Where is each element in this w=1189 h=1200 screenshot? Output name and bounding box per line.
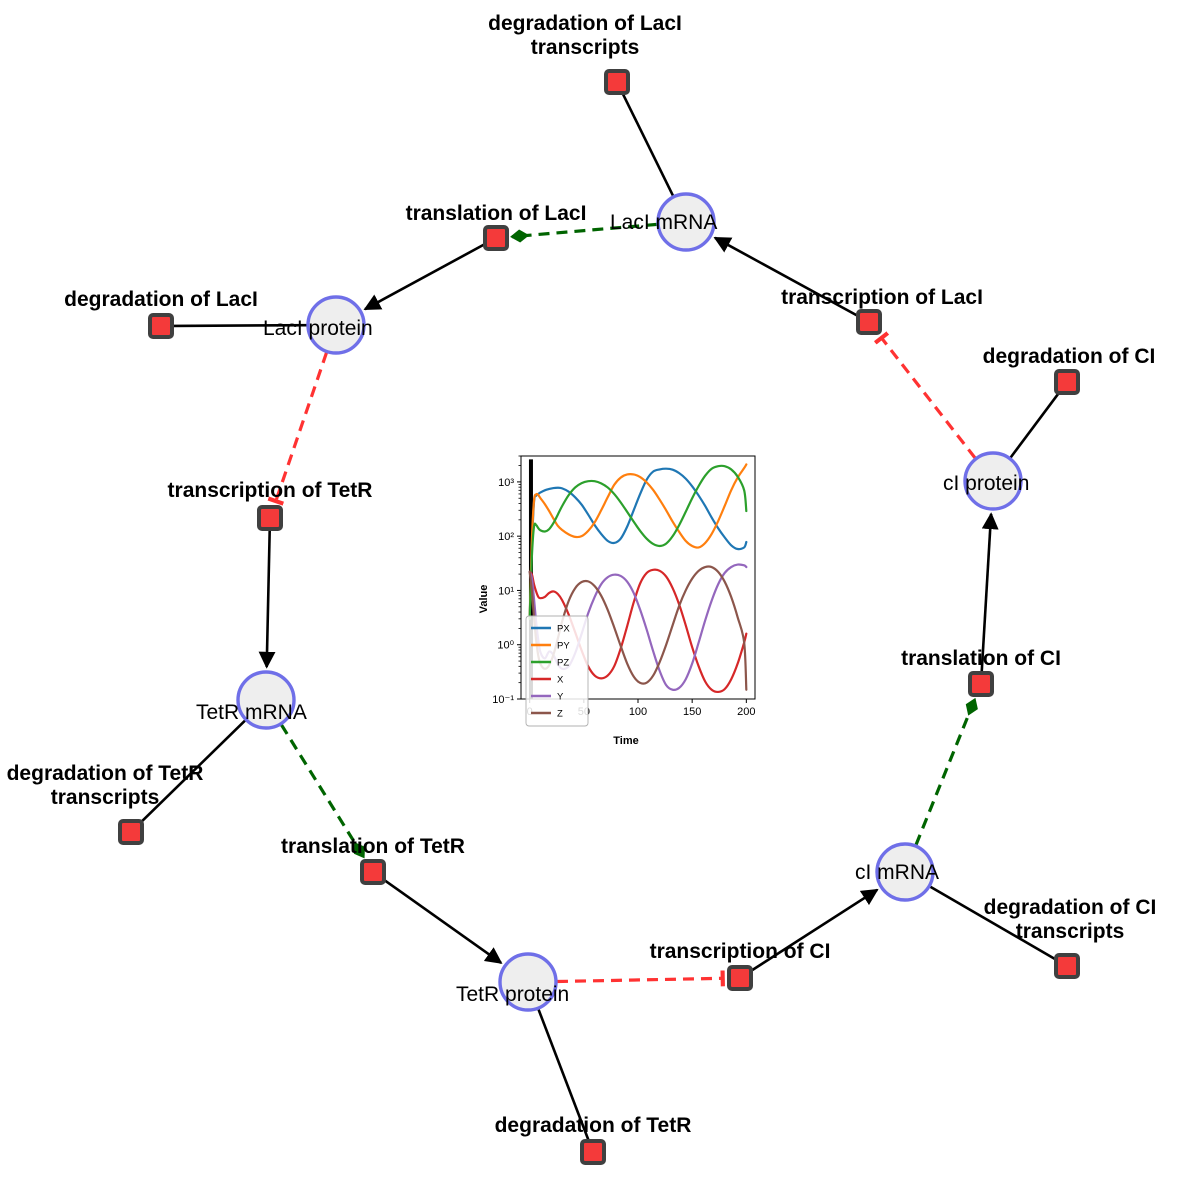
chart-line-PX xyxy=(528,467,748,620)
edge-translation_of_laci-to-laci_protein xyxy=(363,243,485,311)
chart-legend-label-PY: PY xyxy=(557,641,570,652)
species-node-laci_protein[interactable] xyxy=(306,295,366,355)
edge-ci_mrna-to-deg_ci_transcripts xyxy=(929,885,1057,961)
edge-translation_of_tetr-to-tetr_protein xyxy=(384,879,503,964)
chart-yticklabel: 10⁰ xyxy=(497,640,514,652)
chart-xlabel: Time xyxy=(613,735,638,747)
chart-legend-label-PZ: PZ xyxy=(557,658,569,669)
edge-deg_laci-to-laci_protein xyxy=(172,323,309,328)
chart-legend-label-Z: Z xyxy=(557,709,563,720)
node-layer xyxy=(118,69,1080,1165)
reaction-node-translation_of_tetr[interactable] xyxy=(360,859,386,885)
edge-ci_mrna-to-translation_of_ci xyxy=(914,697,978,846)
edge-tetr_protein-to-deg_tetr xyxy=(537,1008,591,1142)
edge-laci_protein-to-transcription_of_tetr xyxy=(267,351,329,506)
chart-line-PZ xyxy=(528,464,748,620)
reaction-node-deg_laci[interactable] xyxy=(148,313,174,339)
edge-layer xyxy=(141,93,1060,1142)
reaction-node-deg_laci_transcripts[interactable] xyxy=(604,69,630,95)
chart-yticklabel: 10² xyxy=(498,531,514,543)
edge-transcription_of_tetr-to-tetr_mrna xyxy=(258,529,276,669)
reaction-node-translation_of_ci[interactable] xyxy=(968,671,994,697)
chart-legend-box xyxy=(525,615,589,727)
reaction-node-transcription_of_tetr[interactable] xyxy=(257,505,283,531)
chart-legend-label-X: X xyxy=(557,675,564,686)
reaction-node-deg_tetr_transcripts[interactable] xyxy=(118,819,144,845)
reaction-node-deg_tetr[interactable] xyxy=(580,1139,606,1165)
chart-legend: PX PY PZ XYZ xyxy=(525,615,589,727)
edge-deg_laci_transcripts-to-laci_mrna xyxy=(621,93,675,198)
chart-yticklabel: 10¹ xyxy=(498,585,514,597)
edge-deg_ci-to-ci_protein xyxy=(1008,393,1060,460)
reaction-node-deg_ci[interactable] xyxy=(1054,369,1080,395)
edge-translation_of_ci-to-ci_protein xyxy=(980,512,999,673)
chart-yticklabel: 10³ xyxy=(498,477,514,489)
edge-tetr_protein-to-transcription_of_ci xyxy=(556,970,725,987)
chart-legend-label-PX: PX xyxy=(557,624,570,635)
edge-transcription_of_laci-to-laci_mrna xyxy=(713,236,858,317)
chart-xticklabel: 150 xyxy=(683,706,701,718)
chart-yticklabel: 10⁻¹ xyxy=(492,694,514,706)
reaction-node-deg_ci_transcripts[interactable] xyxy=(1054,953,1080,979)
edge-tetr_mrna-to-translation_of_tetr xyxy=(279,723,365,859)
reaction-node-translation_of_laci[interactable] xyxy=(483,225,509,251)
chart-xticklabel: 200 xyxy=(737,706,755,718)
edge-laci_mrna-to-translation_of_laci xyxy=(510,222,658,243)
species-node-tetr_mrna[interactable] xyxy=(236,670,296,730)
chart-line-PY xyxy=(528,463,748,620)
chart-line-X xyxy=(528,568,748,694)
species-node-ci_mrna[interactable] xyxy=(875,842,935,902)
reaction-node-transcription_of_laci[interactable] xyxy=(856,309,882,335)
chart-legend-label-Y: Y xyxy=(557,692,564,703)
chart-xticklabel: 100 xyxy=(629,706,647,718)
edge-tetr_mrna-to-deg_tetr_transcripts xyxy=(141,719,247,823)
edge-ci_protein-to-transcription_of_laci xyxy=(873,331,977,460)
species-node-ci_protein[interactable] xyxy=(963,451,1023,511)
species-node-laci_mrna[interactable] xyxy=(656,192,716,252)
species-node-tetr_protein[interactable] xyxy=(498,952,558,1012)
chart-ylabel: Value xyxy=(478,585,490,614)
chart-series-layer xyxy=(528,463,748,694)
edge-transcription_of_ci-to-ci_mrna xyxy=(751,888,879,972)
reaction-node-transcription_of_ci[interactable] xyxy=(727,965,753,991)
